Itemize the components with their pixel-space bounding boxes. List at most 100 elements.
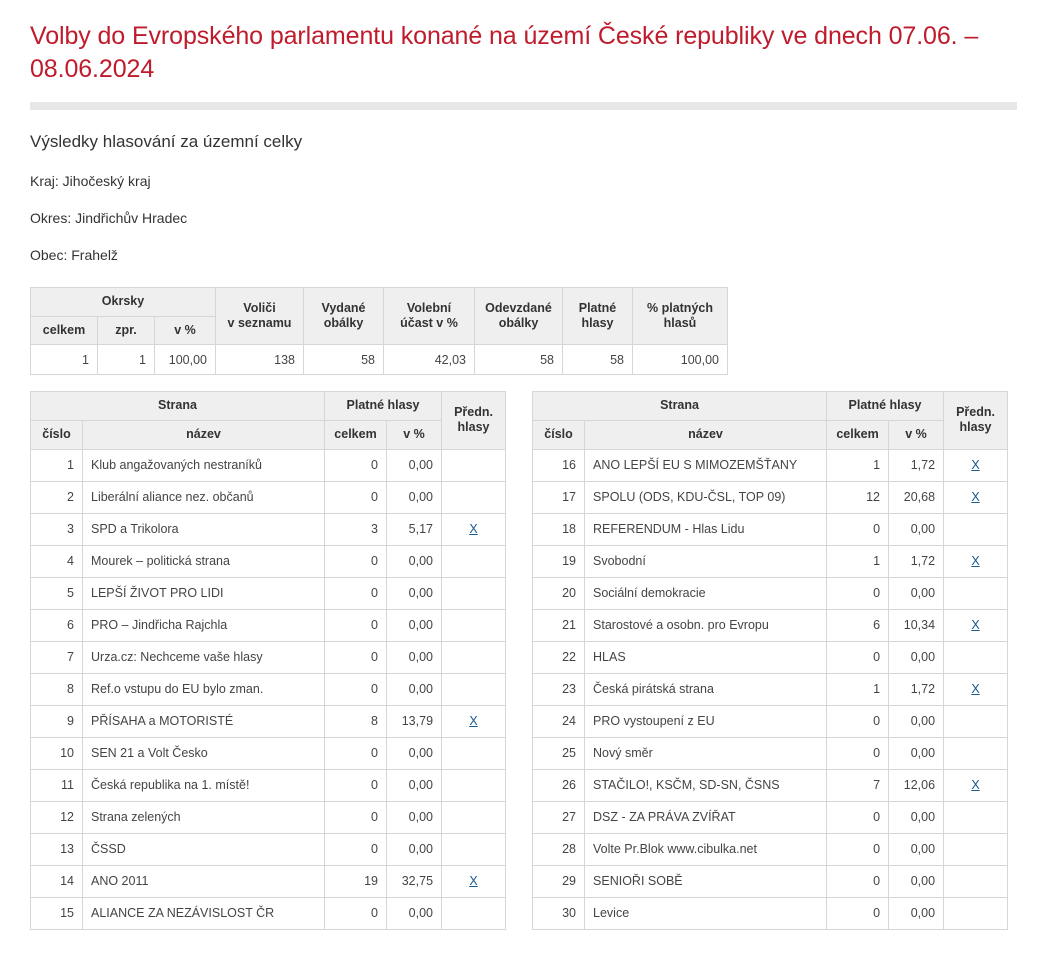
party-cislo: 21 xyxy=(532,608,586,642)
party-nazev: SPOLU (ODS, KDU-ČSL, TOP 09) xyxy=(584,480,828,514)
party-predn-cell xyxy=(441,640,507,674)
party-proc: 0,00 xyxy=(385,896,443,930)
party-celkem: 0 xyxy=(826,736,890,770)
party-predn-cell[interactable]: X xyxy=(943,768,1009,802)
party-proc: 0,00 xyxy=(888,832,945,866)
party-celkem: 0 xyxy=(826,864,890,898)
party-celkem: 0 xyxy=(826,512,890,546)
summary-header-okrsky-vproc: v % xyxy=(154,315,216,346)
party-proc: 0,00 xyxy=(888,736,945,770)
table-row: 21 Starostové a osobn. pro Evropu 6 10,34 X xyxy=(532,608,1009,642)
title-divider xyxy=(30,102,1017,110)
party-right-header-nazev: název xyxy=(584,419,828,450)
party-predn-cell[interactable]: X xyxy=(943,608,1009,642)
party-cislo: 20 xyxy=(532,576,586,610)
party-proc: 0,00 xyxy=(385,672,443,706)
table-row: 12 Strana zelených 0 0,00 xyxy=(30,800,507,834)
predn-hlasy-link[interactable]: X xyxy=(971,682,980,696)
party-nazev: Sociální demokracie xyxy=(584,576,828,610)
party-nazev: Nový směr xyxy=(584,736,828,770)
party-cislo: 4 xyxy=(30,544,83,578)
summary-volebni-ucast: 42,03 xyxy=(383,344,475,376)
party-cislo: 8 xyxy=(30,672,83,706)
party-nazev: DSZ - ZA PRÁVA ZVÍŘAT xyxy=(584,800,828,834)
party-cislo: 24 xyxy=(532,704,586,738)
party-celkem: 12 xyxy=(826,480,890,514)
party-predn-cell xyxy=(943,704,1009,738)
party-nazev: PRO – Jindřicha Rajchla xyxy=(82,608,325,642)
summary-okrsky-proc: 100,00 xyxy=(154,344,216,376)
summary-header-volici: Voliči v seznamu xyxy=(215,286,304,346)
table-row: 14 ANO 2011 19 32,75 X xyxy=(30,864,507,898)
party-cislo: 17 xyxy=(532,480,586,514)
table-row: 22 HLAS 0 0,00 xyxy=(532,640,1009,674)
party-cislo: 26 xyxy=(532,768,586,802)
predn-hlasy-link[interactable]: X xyxy=(971,554,980,568)
party-right-header-celkem: celkem xyxy=(826,419,890,450)
summary-table: Okrsky Voliči v seznamu Vydané obálky Vo… xyxy=(30,286,728,376)
party-nazev: PRO vystoupení z EU xyxy=(584,704,828,738)
summary-header-okrsky-celkem: celkem xyxy=(30,315,98,346)
party-proc: 0,00 xyxy=(385,576,443,610)
party-predn-cell xyxy=(441,480,507,514)
party-predn-cell[interactable]: X xyxy=(441,512,507,546)
table-row: 9 PŘÍSAHA a MOTORISTÉ 8 13,79 X xyxy=(30,704,507,738)
table-row: 2 Liberální aliance nez. občanů 0 0,00 xyxy=(30,480,507,514)
party-cislo: 7 xyxy=(30,640,83,674)
party-celkem: 0 xyxy=(826,704,890,738)
party-proc: 0,00 xyxy=(385,736,443,770)
predn-hlasy-link[interactable]: X xyxy=(971,458,980,472)
party-cislo: 3 xyxy=(30,512,83,546)
predn-hlasy-link[interactable]: X xyxy=(469,714,478,728)
party-nazev: SPD a Trikolora xyxy=(82,512,325,546)
predn-hlasy-link[interactable]: X xyxy=(469,874,478,888)
party-nazev: Starostové a osobn. pro Evropu xyxy=(584,608,828,642)
table-row: 25 Nový směr 0 0,00 xyxy=(532,736,1009,770)
table-row: 1 Klub angažovaných nestraníků 0 0,00 xyxy=(30,448,507,482)
party-nazev: Mourek – politická strana xyxy=(82,544,325,578)
party-left-header-nazev: název xyxy=(82,419,325,450)
party-nazev: Česká pirátská strana xyxy=(584,672,828,706)
party-celkem: 0 xyxy=(324,736,387,770)
party-predn-cell xyxy=(943,896,1009,930)
party-nazev: LEPŠÍ ŽIVOT PRO LIDI xyxy=(82,576,325,610)
party-cislo: 25 xyxy=(532,736,586,770)
party-predn-cell[interactable]: X xyxy=(441,704,507,738)
party-left-header-vproc: v % xyxy=(385,419,443,450)
party-left-predn-line1: Předn. xyxy=(454,404,493,419)
table-row: 13 ČSSD 0 0,00 xyxy=(30,832,507,866)
party-cislo: 12 xyxy=(30,800,83,834)
party-predn-cell xyxy=(943,736,1009,770)
party-celkem: 0 xyxy=(324,608,387,642)
party-predn-cell[interactable]: X xyxy=(943,448,1009,482)
party-predn-cell xyxy=(441,896,507,930)
predn-hlasy-link[interactable]: X xyxy=(971,778,980,792)
party-right-predn-line1: Předn. xyxy=(956,404,995,419)
party-predn-cell xyxy=(943,800,1009,834)
party-predn-cell[interactable]: X xyxy=(943,480,1009,514)
predn-hlasy-link[interactable]: X xyxy=(469,522,478,536)
party-predn-cell[interactable]: X xyxy=(943,544,1009,578)
party-left-header-row-1: Strana Platné hlasy Předn. hlasy xyxy=(30,391,507,450)
party-celkem: 6 xyxy=(826,608,890,642)
party-nazev: ANO LEPŠÍ EU S MIMOZEMŠŤANY xyxy=(584,448,828,482)
party-celkem: 0 xyxy=(324,448,387,482)
party-nazev: Klub angažovaných nestraníků xyxy=(82,448,325,482)
party-predn-cell[interactable]: X xyxy=(943,672,1009,706)
party-celkem: 0 xyxy=(324,768,387,802)
summary-header-platne-line1: Platné xyxy=(578,300,617,315)
party-nazev: REFERENDUM - Hlas Lidu xyxy=(584,512,828,546)
table-row: 29 SENIOŘI SOBĚ 0 0,00 xyxy=(532,864,1009,898)
table-row: 18 REFERENDUM - Hlas Lidu 0 0,00 xyxy=(532,512,1009,546)
party-proc: 0,00 xyxy=(385,448,443,482)
party-nazev: SENIOŘI SOBĚ xyxy=(584,864,828,898)
party-celkem: 0 xyxy=(826,896,890,930)
predn-hlasy-link[interactable]: X xyxy=(971,618,980,632)
party-cislo: 19 xyxy=(532,544,586,578)
party-celkem: 1 xyxy=(826,544,890,578)
predn-hlasy-link[interactable]: X xyxy=(971,490,980,504)
party-left-header-platne-hlasy: Platné hlasy xyxy=(323,391,443,421)
party-predn-cell[interactable]: X xyxy=(441,864,507,898)
party-nazev: ČSSD xyxy=(82,832,325,866)
party-proc: 0,00 xyxy=(385,832,443,866)
